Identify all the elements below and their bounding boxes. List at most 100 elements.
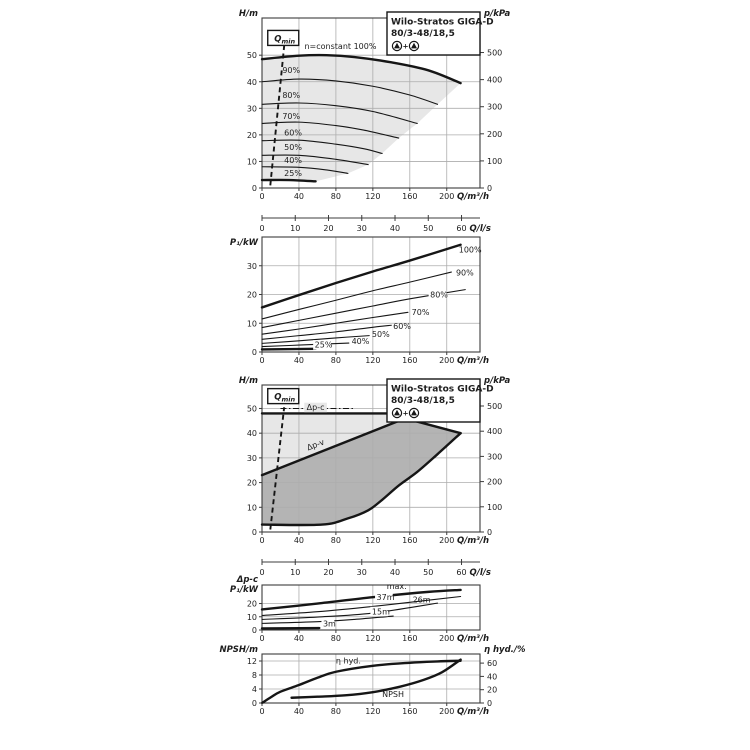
y-axis-label: P₁/kW [230,238,259,248]
curve-label: 40% [352,337,370,346]
y2-tick-label: 100 [487,503,502,512]
y-tick-label: 8 [252,671,257,680]
curve-25% [260,178,317,183]
curve-label: 40% [284,156,302,165]
chart-dpc-power-limits: max. 37m 26m 15m 3m 0 40 80 120 160 200 Q/m³/h 0 10 20… [230,575,489,644]
curve-label: 90% [282,66,300,75]
chart-power-input-curves: 100%90%80%70%60%50%40%25%0 40 80 120 160 200 Q… [230,236,489,366]
x2-axis-label: Q/l/s [470,224,491,234]
y2-tick-label: 0 [487,528,492,537]
y2-tick-label: 300 [487,103,502,112]
curve-label: 25% [315,341,333,350]
y-axis-label: P₁/kW [230,585,259,595]
y-tick-label: 10 [247,157,257,166]
plot-border [261,653,481,704]
qmin-label: Qmin [274,34,295,45]
x-axis-label: Q/m³/h [457,634,489,644]
y-tick-label: 12 [247,657,257,666]
qmin-line [269,45,286,186]
qmin-label: Qmin [274,393,295,404]
x2-tick-label: 30 [357,224,367,233]
y2-tick-label: 400 [487,427,502,436]
x-tick-label: 160 [402,634,417,643]
x-tick-label: 120 [365,356,380,365]
curve-50% [261,154,369,166]
plot-border [261,17,481,189]
chart-control-mode-ranges: Δp-cΔp-v0 40 80 120 160 200 Q/m³/h01020304050H… [239,376,511,578]
curve-label: max. [387,582,407,591]
label-bg [428,289,447,300]
x-tick-label: 0 [259,536,264,545]
x-tick-label: 200 [439,192,454,201]
curve-label: 26m [413,596,431,605]
x-tick-label: 120 [365,192,380,201]
curve-NPSH [290,658,462,699]
plus-sign: + [403,43,409,51]
curve-25% [260,347,317,351]
y-tick-label: 10 [247,613,257,622]
curve-label: 60% [284,128,302,137]
curve-90% [261,78,439,105]
title-box-frame [386,378,481,423]
x-tick-label: 200 [439,634,454,643]
label-bg [321,619,335,629]
y-tick-label: 20 [247,291,257,300]
x-tick-label: 0 [259,707,264,716]
x2-tick-label: 50 [423,224,433,233]
curve-label: 70% [282,112,300,121]
x2-tick-label: 0 [259,568,264,577]
region-dp-v-range [262,418,461,525]
dual-pump-icon [408,407,420,419]
label-bg [304,402,327,413]
curve-max. [260,588,462,611]
x2-tick-label: 30 [357,568,367,577]
x2-tick-label: 60 [456,224,466,233]
x-tick-label: 40 [294,707,304,716]
y-tick-label: 50 [247,51,257,60]
y-tick-label: 40 [247,78,257,87]
y-tick-label: 0 [252,626,257,635]
y2-tick-label: 20 [487,686,497,695]
y-tick-label: 40 [247,429,257,438]
x2-tick-label: 50 [423,568,433,577]
x-tick-label: 80 [331,707,341,716]
y-tick-label: 4 [252,685,257,694]
curve-η hyd. [260,659,462,705]
x-tick-label: 160 [402,192,417,201]
x2-tick-label: 20 [323,224,333,233]
y2-axis-label: η hyd./% [484,645,526,655]
x-tick-label: 40 [294,536,304,545]
curve-60% [261,324,392,340]
dual-pump-icon [408,40,420,52]
pump-model-name: Wilo-Stratos GIGA-D [391,385,494,395]
curve-label: 50% [372,330,390,339]
y-tick-label: 10 [247,503,257,512]
y-axis-label: H/m [239,9,258,19]
x-tick-label: 80 [331,634,341,643]
y-axis-label2: Δp-c [236,575,258,585]
curve-label: 15m [372,607,390,616]
y-tick-label: 50 [247,404,257,413]
curve-label: 25% [284,169,302,178]
y2-tick-label: 500 [487,49,502,58]
curve-40% [261,342,350,348]
y2-tick-label: 0 [487,184,492,193]
pump-impeller-glyph [411,42,417,49]
curve-70% [261,311,409,335]
x2-tick-label: 20 [323,568,333,577]
curve-70% [261,121,400,139]
qmin-box [267,387,300,405]
curve-min-boundary [260,431,462,527]
qmin-box [267,29,300,47]
curve-40% [261,166,349,174]
curve-80% [261,289,466,329]
chart-head-flow-curves: n=constant 100% 90% 80% 70% 60% 50% 40% 25% 0 40 8… [239,9,511,234]
x-tick-label: 0 [259,192,264,201]
x-axis-label: Q/m³/h [457,707,489,717]
plot-border [261,384,481,533]
pump-model-code: 80/3-48/18,5 [391,29,455,39]
x2-tick-label: 10 [290,568,300,577]
pump-impeller-glyph [394,409,400,416]
